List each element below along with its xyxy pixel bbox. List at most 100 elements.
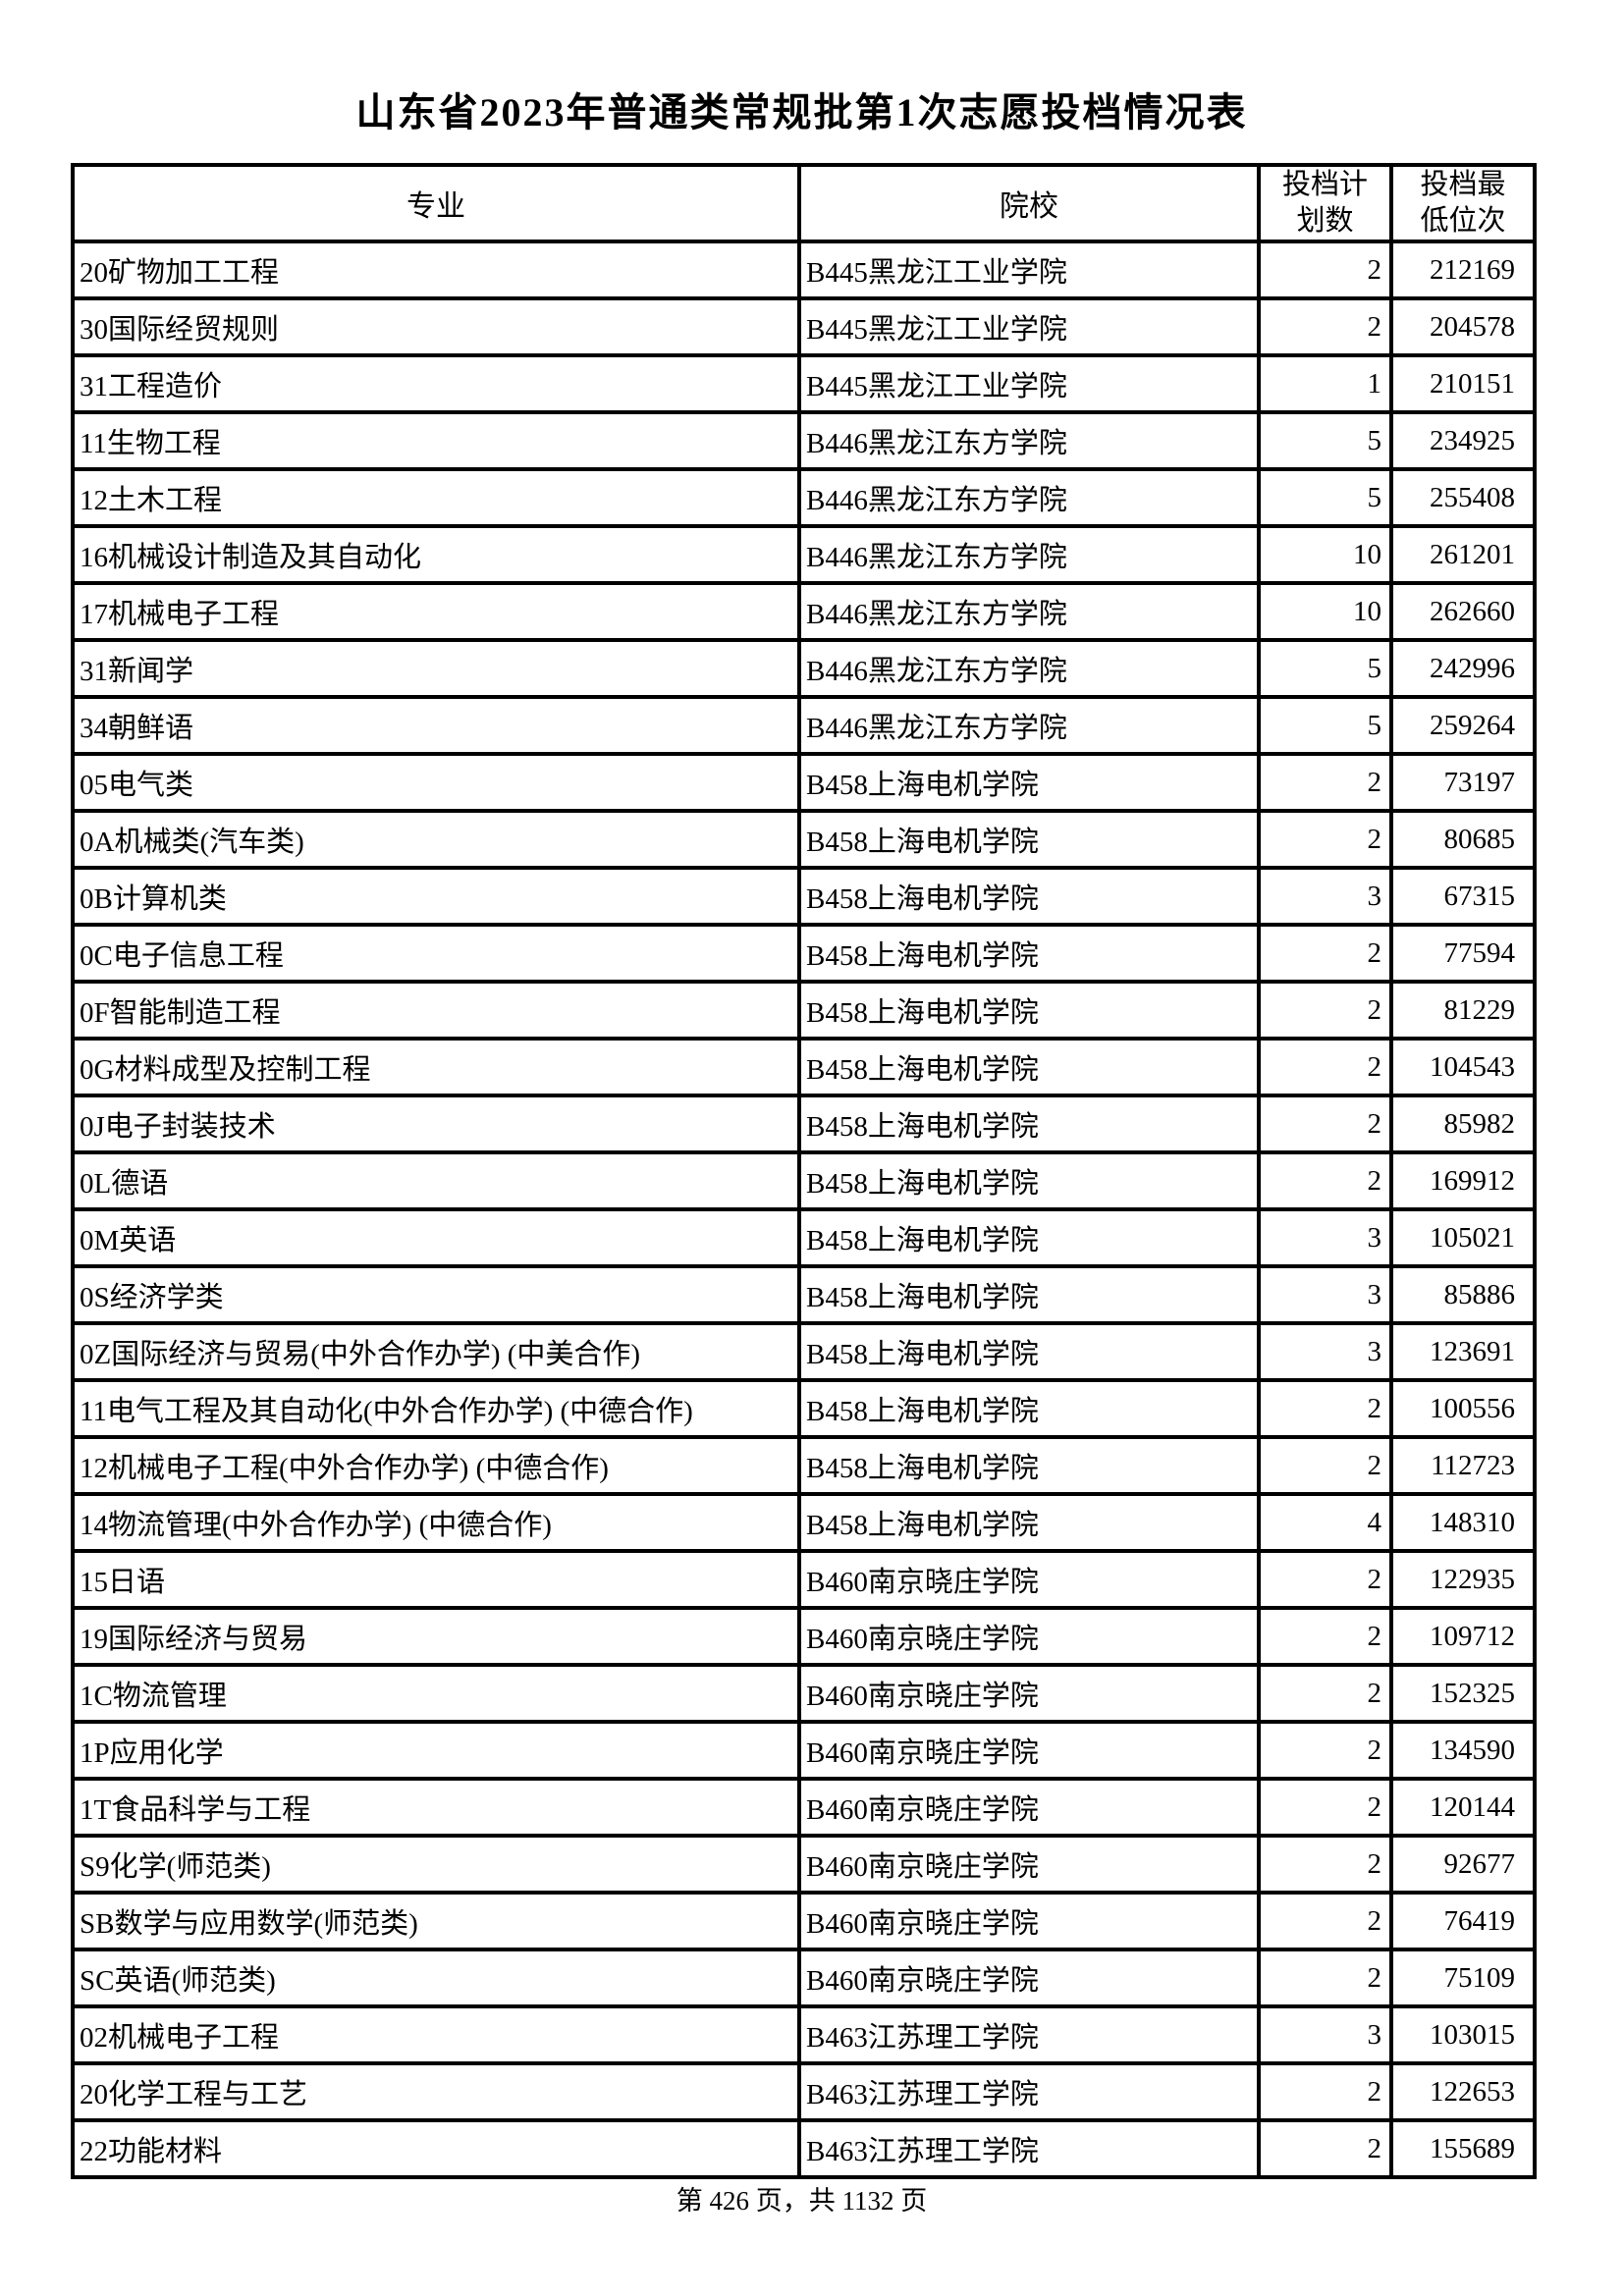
- min-rank-cell: 242996: [1389, 638, 1537, 699]
- header-min-rank: 投档最低位次: [1389, 163, 1537, 243]
- college-cell: B458上海电机学院: [797, 1492, 1261, 1553]
- plan-count-cell: 2: [1257, 296, 1393, 357]
- min-rank-cell: 109712: [1389, 1606, 1537, 1667]
- table-row: 12机械电子工程(中外合作办学) (中德合作) B458上海电机学院 2 112723: [71, 1435, 1537, 1496]
- plan-count-cell: 4: [1257, 1492, 1393, 1553]
- college-cell: B446黑龙江东方学院: [797, 638, 1261, 699]
- min-rank-cell: 234925: [1389, 410, 1537, 471]
- college-cell: B460南京晓庄学院: [797, 1834, 1261, 1895]
- plan-count-cell: 3: [1257, 1207, 1393, 1268]
- min-rank-cell: 105021: [1389, 1207, 1537, 1268]
- table-row: 31新闻学 B446黑龙江东方学院 5 242996: [71, 638, 1537, 699]
- admission-table: 专业 院校 投档计划数 投档最低位次 20矿物加工工程 B445黑龙江工业学院 2 2…: [71, 163, 1537, 2179]
- page-number-text: 第 426 页，共 1132 页: [676, 2186, 928, 2216]
- college-cell: B460南京晓庄学院: [797, 1891, 1261, 1951]
- college-cell: B445黑龙江工业学院: [797, 353, 1261, 414]
- table-row: 12土木工程 B446黑龙江东方学院 5 255408: [71, 467, 1537, 528]
- table-body: 20矿物加工工程 B445黑龙江工业学院 2 212169 30国际经贸规则 B445黑龙…: [71, 240, 1537, 2179]
- min-rank-cell: 85886: [1389, 1264, 1537, 1325]
- plan-count-cell: 2: [1257, 809, 1393, 870]
- plan-count-cell: 2: [1257, 923, 1393, 984]
- college-cell: B458上海电机学院: [797, 1207, 1261, 1268]
- table-row: 0M英语 B458上海电机学院 3 105021: [71, 1207, 1537, 1268]
- plan-count-cell: 2: [1257, 752, 1393, 813]
- table-row: 30国际经贸规则 B445黑龙江工业学院 2 204578: [71, 296, 1537, 357]
- header-college: 院校: [797, 163, 1261, 243]
- plan-count-cell: 10: [1257, 524, 1393, 585]
- plan-count-cell: 2: [1257, 2061, 1393, 2122]
- plan-count-cell: 2: [1257, 1663, 1393, 1724]
- min-rank-cell: 92677: [1389, 1834, 1537, 1895]
- plan-count-cell: 2: [1257, 1094, 1393, 1154]
- plan-count-cell: 2: [1257, 1948, 1393, 2008]
- major-cell: 1P应用化学: [71, 1720, 801, 1781]
- table-row: SB数学与应用数学(师范类) B460南京晓庄学院 2 76419: [71, 1891, 1537, 1951]
- min-rank-cell: 67315: [1389, 866, 1537, 927]
- major-cell: 1T食品科学与工程: [71, 1777, 801, 1838]
- college-cell: B460南京晓庄学院: [797, 1777, 1261, 1838]
- plan-count-cell: 2: [1257, 1435, 1393, 1496]
- major-cell: 0M英语: [71, 1207, 801, 1268]
- min-rank-cell: 148310: [1389, 1492, 1537, 1553]
- min-rank-cell: 204578: [1389, 296, 1537, 357]
- table-row: 05电气类 B458上海电机学院 2 73197: [71, 752, 1537, 813]
- college-cell: B446黑龙江东方学院: [797, 410, 1261, 471]
- min-rank-cell: 169912: [1389, 1150, 1537, 1211]
- college-cell: B445黑龙江工业学院: [797, 296, 1261, 357]
- major-cell: 0L德语: [71, 1150, 801, 1211]
- table-row: 0Z国际经济与贸易(中外合作办学) (中美合作) B458上海电机学院 3 12369…: [71, 1321, 1537, 1382]
- min-rank-cell: 255408: [1389, 467, 1537, 528]
- table-row: 0S经济学类 B458上海电机学院 3 85886: [71, 1264, 1537, 1325]
- table-row: 19国际经济与贸易 B460南京晓庄学院 2 109712: [71, 1606, 1537, 1667]
- college-cell: B458上海电机学院: [797, 1264, 1261, 1325]
- min-rank-cell: 134590: [1389, 1720, 1537, 1781]
- college-cell: B458上海电机学院: [797, 1321, 1261, 1382]
- min-rank-cell: 103015: [1389, 2004, 1537, 2065]
- table-row: 0J电子封装技术 B458上海电机学院 2 85982: [71, 1094, 1537, 1154]
- college-cell: B460南京晓庄学院: [797, 1606, 1261, 1667]
- college-cell: B458上海电机学院: [797, 1037, 1261, 1097]
- plan-count-cell: 10: [1257, 581, 1393, 642]
- table-row: 14物流管理(中外合作办学) (中德合作) B458上海电机学院 4 148310: [71, 1492, 1537, 1553]
- table-row: 02机械电子工程 B463江苏理工学院 3 103015: [71, 2004, 1537, 2065]
- table-row: 20化学工程与工艺 B463江苏理工学院 2 122653: [71, 2061, 1537, 2122]
- min-rank-cell: 73197: [1389, 752, 1537, 813]
- major-cell: 12机械电子工程(中外合作办学) (中德合作): [71, 1435, 801, 1496]
- major-cell: SC英语(师范类): [71, 1948, 801, 2008]
- major-cell: 12土木工程: [71, 467, 801, 528]
- plan-count-cell: 2: [1257, 1378, 1393, 1439]
- major-cell: 31新闻学: [71, 638, 801, 699]
- college-cell: B458上海电机学院: [797, 866, 1261, 927]
- table-row: 11生物工程 B446黑龙江东方学院 5 234925: [71, 410, 1537, 471]
- plan-count-cell: 2: [1257, 1891, 1393, 1951]
- major-cell: 30国际经贸规则: [71, 296, 801, 357]
- table-row: 16机械设计制造及其自动化 B446黑龙江东方学院 10 261201: [71, 524, 1537, 585]
- college-cell: B458上海电机学院: [797, 1378, 1261, 1439]
- min-rank-cell: 120144: [1389, 1777, 1537, 1838]
- college-cell: B460南京晓庄学院: [797, 1549, 1261, 1610]
- table-row: 15日语 B460南京晓庄学院 2 122935: [71, 1549, 1537, 1610]
- college-cell: B460南京晓庄学院: [797, 1948, 1261, 2008]
- min-rank-cell: 100556: [1389, 1378, 1537, 1439]
- college-cell: B458上海电机学院: [797, 1094, 1261, 1154]
- plan-count-cell: 5: [1257, 695, 1393, 756]
- major-cell: 0C电子信息工程: [71, 923, 801, 984]
- major-cell: 0A机械类(汽车类): [71, 809, 801, 870]
- major-cell: 31工程造价: [71, 353, 801, 414]
- min-rank-cell: 80685: [1389, 809, 1537, 870]
- min-rank-cell: 259264: [1389, 695, 1537, 756]
- min-rank-cell: 75109: [1389, 1948, 1537, 2008]
- plan-count-cell: 3: [1257, 2004, 1393, 2065]
- plan-count-cell: 2: [1257, 240, 1393, 300]
- plan-count-cell: 2: [1257, 1037, 1393, 1097]
- min-rank-cell: 77594: [1389, 923, 1537, 984]
- table-row: 20矿物加工工程 B445黑龙江工业学院 2 212169: [71, 240, 1537, 300]
- college-cell: B446黑龙江东方学院: [797, 467, 1261, 528]
- plan-count-cell: 2: [1257, 2118, 1393, 2179]
- college-cell: B463江苏理工学院: [797, 2004, 1261, 2065]
- table-row: 0L德语 B458上海电机学院 2 169912: [71, 1150, 1537, 1211]
- college-cell: B458上海电机学院: [797, 809, 1261, 870]
- plan-count-cell: 2: [1257, 1777, 1393, 1838]
- table-row: 0G材料成型及控制工程 B458上海电机学院 2 104543: [71, 1037, 1537, 1097]
- major-cell: 17机械电子工程: [71, 581, 801, 642]
